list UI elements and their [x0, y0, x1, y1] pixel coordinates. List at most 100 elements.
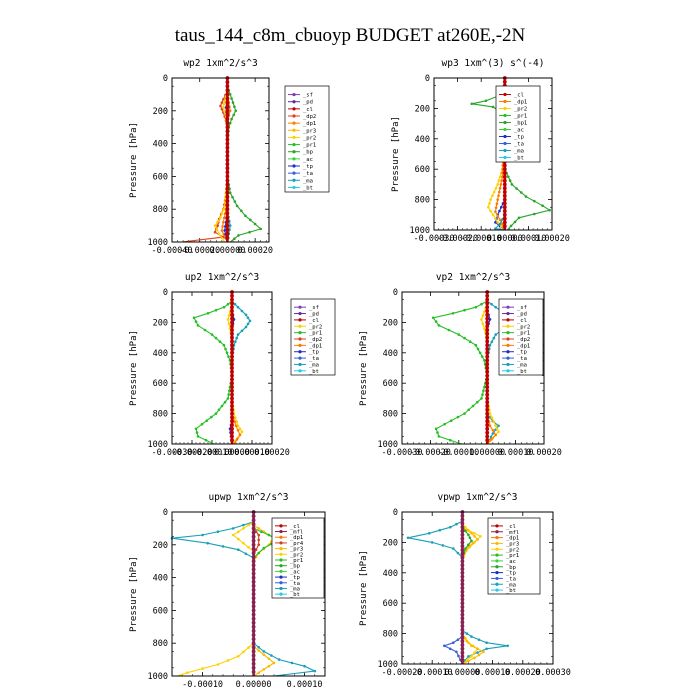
series-point-cl: [502, 186, 507, 191]
series-point-cl: [502, 178, 507, 183]
y-tick-label: 0: [163, 508, 168, 518]
series-point-ma: [231, 527, 235, 530]
series-point-mfl: [251, 563, 256, 568]
series-point-pr3: [477, 653, 481, 657]
legend-marker: [279, 564, 283, 568]
x-tick-label: -0.00010: [438, 448, 479, 458]
series-point-pr2: [222, 102, 226, 106]
series-point-cl: [225, 170, 230, 175]
series-point-pr2: [498, 175, 502, 179]
legend-entry: _bp: [290, 564, 300, 570]
series-point-pr3: [482, 650, 485, 654]
series-point-ma: [228, 224, 232, 227]
series-point-ma: [216, 530, 220, 533]
legend-entry: _ma: [514, 149, 524, 155]
series-point-dp1: [221, 225, 224, 228]
series-point-bp: [464, 529, 467, 533]
series-point-mfl: [460, 654, 465, 659]
series-point-pr2: [479, 535, 482, 538]
series-point-cl: [485, 373, 490, 378]
series-point-pr1: [226, 397, 230, 400]
legend-entry: _pd: [303, 100, 313, 106]
series-point-cl: [225, 162, 230, 167]
legend-marker: [292, 100, 296, 104]
x-tick-label: 0.00010: [287, 680, 323, 690]
series-point-mfl: [251, 514, 256, 518]
series-point-mfl: [251, 526, 256, 531]
series-point-ta: [452, 641, 455, 644]
series-point-cl: [485, 305, 490, 310]
legend-marker: [506, 318, 510, 322]
series-point-mfl: [460, 620, 465, 625]
series-point-cl: [225, 88, 230, 93]
legend-marker: [298, 350, 302, 354]
series-point-bp: [233, 105, 236, 108]
series-point-pr1: [480, 355, 484, 358]
series-point-dp2: [219, 104, 222, 108]
series-point-mfl: [251, 629, 256, 633]
series-point-pr2: [483, 327, 486, 330]
series-point-dp1: [497, 194, 500, 198]
series-point-cl: [485, 392, 490, 397]
series-point-dp1: [495, 202, 499, 205]
series-point-ma: [498, 222, 502, 226]
series-point-cl: [502, 174, 507, 179]
series-point-pr1: [228, 389, 231, 393]
series-point-pr1: [483, 385, 486, 389]
series-point-pr2: [497, 430, 500, 434]
series-point-mfl: [460, 601, 465, 606]
series-point-pr2: [491, 194, 494, 198]
legend-entry: _dp1: [309, 343, 322, 349]
series-point-mfl: [251, 588, 256, 592]
series-point-mfl: [251, 559, 256, 564]
series-point-cl: [485, 350, 490, 355]
series-point-ma: [430, 541, 434, 544]
series-point-cl: [230, 369, 234, 374]
series-point-ta: [457, 654, 460, 658]
series-point-cl: [230, 320, 234, 325]
series-point-ma: [237, 548, 240, 551]
series-point-ma: [406, 536, 410, 540]
series-point-bp: [470, 539, 473, 543]
series-point-cl: [485, 407, 490, 412]
legend-marker: [279, 535, 283, 539]
series-point-dp1: [494, 210, 497, 214]
series-point-ma: [438, 528, 442, 532]
series-point-cl: [225, 96, 230, 101]
series-point-pr2: [236, 424, 240, 428]
series-point-tp: [488, 318, 492, 321]
series-point-cl: [485, 362, 490, 367]
series-point-pr1: [434, 427, 438, 431]
series-point-mfl: [251, 608, 256, 613]
series-point-pr1: [468, 340, 472, 344]
y-axis-label: Pressure [hPa]: [129, 330, 139, 406]
x-tick-label: 0.00000: [236, 680, 272, 690]
series-point-ma: [244, 552, 248, 556]
series-point-mfl: [460, 517, 465, 522]
series-point-ma: [235, 336, 238, 340]
legend-marker: [503, 148, 507, 153]
x-tick-label: -0.00020: [382, 668, 423, 678]
series-point-cl: [230, 354, 234, 359]
series-point-pr1: [223, 400, 227, 404]
series-point-dp: [257, 538, 261, 542]
series-point-pr1: [463, 336, 466, 340]
series-point-cl: [225, 133, 230, 138]
series-point-cl: [485, 324, 490, 329]
series-point-cl: [230, 339, 234, 344]
y-tick-label: 400: [415, 135, 430, 145]
series-point-cl: [225, 158, 230, 162]
y-tick-label: 600: [153, 379, 168, 389]
series-point-mfl: [251, 641, 256, 646]
series-point-pr2: [488, 202, 491, 205]
series-point-ma: [490, 302, 493, 306]
legend-box: [284, 85, 330, 193]
legend-entry: _tp: [517, 350, 527, 356]
series-point-mfl: [460, 551, 465, 556]
y-tick-label: 800: [153, 410, 168, 420]
chart-panel: upwp 1xm^2/s^3 Pressure [hPa] 0 200 400 600 80…: [129, 492, 326, 690]
series-point-bp: [467, 533, 470, 537]
series-point-bp: [237, 234, 240, 237]
series-point-pr2: [494, 186, 498, 190]
series-point-cl: [230, 297, 234, 302]
